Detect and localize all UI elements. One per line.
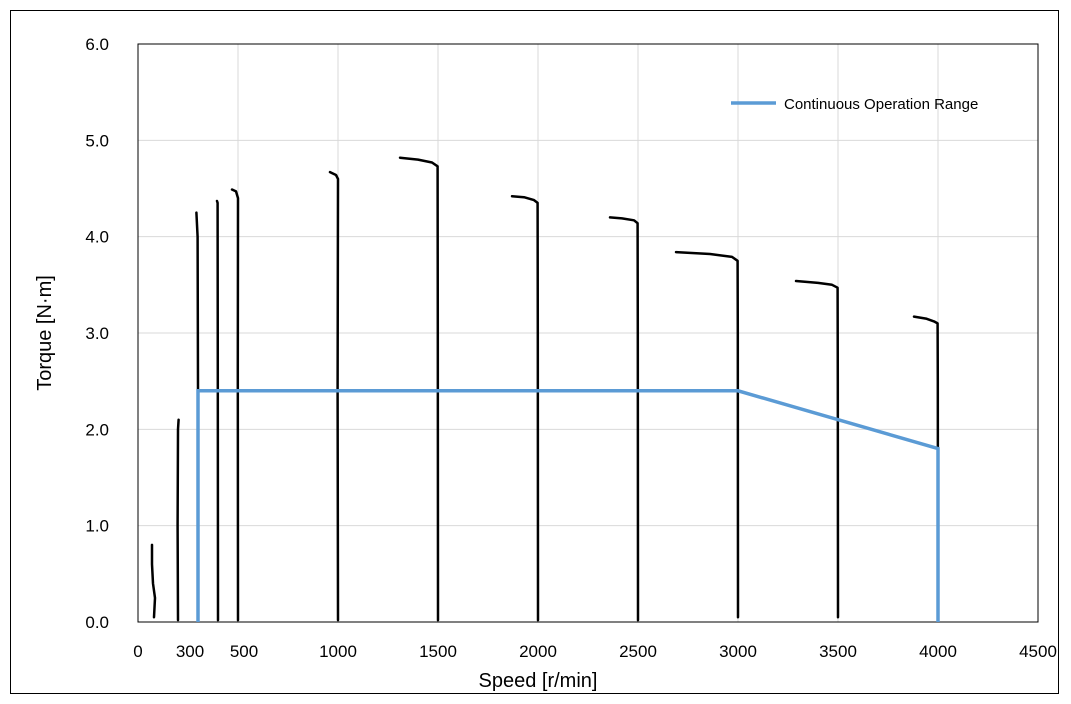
- x-axis-tick-labels: 0 300 500 1000 1500 2000 2500 3000 3500 4000 4500: [133, 642, 1057, 661]
- torque-curve: [230, 188, 240, 622]
- y-tick-label: 5.0: [85, 131, 109, 150]
- legend-label-continuous-operation-range: Continuous Operation Range: [784, 96, 978, 113]
- torque-curve: [674, 250, 740, 619]
- torque-curve: [398, 156, 440, 622]
- plot-area-frame: [137, 43, 1039, 623]
- y-tick-label: 3.0: [85, 324, 109, 343]
- x-tick-label: 3000: [719, 642, 757, 661]
- torque-curve: [176, 418, 180, 622]
- grid-lines: [137, 43, 1039, 623]
- y-axis-title: Torque [N·m]: [34, 275, 56, 391]
- chart-figure: 0 300 500 1000 1500 2000 2500 3000 3500 4000 4500 …: [10, 10, 1059, 694]
- x-axis-title: Speed [r/min]: [479, 670, 598, 692]
- x-tick-label: 4000: [919, 642, 957, 661]
- torque-speed-chart: 0 300 500 1000 1500 2000 2500 3000 3500 4000 4500 …: [34, 35, 1057, 692]
- torque-curve: [150, 543, 157, 619]
- continuous-operation-range-series: [196, 389, 940, 622]
- x-tick-label: 300: [176, 642, 204, 661]
- x-tick-label: 0: [133, 642, 142, 661]
- y-axis-tick-labels: 0.0 1.0 2.0 3.0 4.0 5.0 6.0: [85, 35, 109, 632]
- x-tick-label: 500: [230, 642, 258, 661]
- torque-curves: [150, 156, 940, 622]
- legend: Continuous Operation Range: [731, 96, 978, 113]
- plot-area-border: [137, 43, 1039, 623]
- x-tick-label: 1000: [319, 642, 357, 661]
- torque-curve: [912, 315, 940, 619]
- y-tick-label: 4.0: [85, 228, 109, 247]
- y-tick-label: 2.0: [85, 420, 109, 439]
- torque-curve: [510, 194, 540, 622]
- x-tick-label: 3500: [819, 642, 857, 661]
- torque-curve: [328, 170, 340, 622]
- torque-curve: [794, 279, 840, 619]
- x-tick-label: 2000: [519, 642, 557, 661]
- torque-curve: [608, 216, 640, 622]
- y-tick-label: 1.0: [85, 517, 109, 536]
- y-tick-label: 0.0: [85, 613, 109, 632]
- continuous-operation-range-line: [196, 389, 940, 622]
- x-tick-label: 1500: [419, 642, 457, 661]
- x-tick-label: 2500: [619, 642, 657, 661]
- x-tick-label: 4500: [1019, 642, 1057, 661]
- torque-curve: [215, 199, 220, 622]
- y-tick-label: 6.0: [85, 35, 109, 54]
